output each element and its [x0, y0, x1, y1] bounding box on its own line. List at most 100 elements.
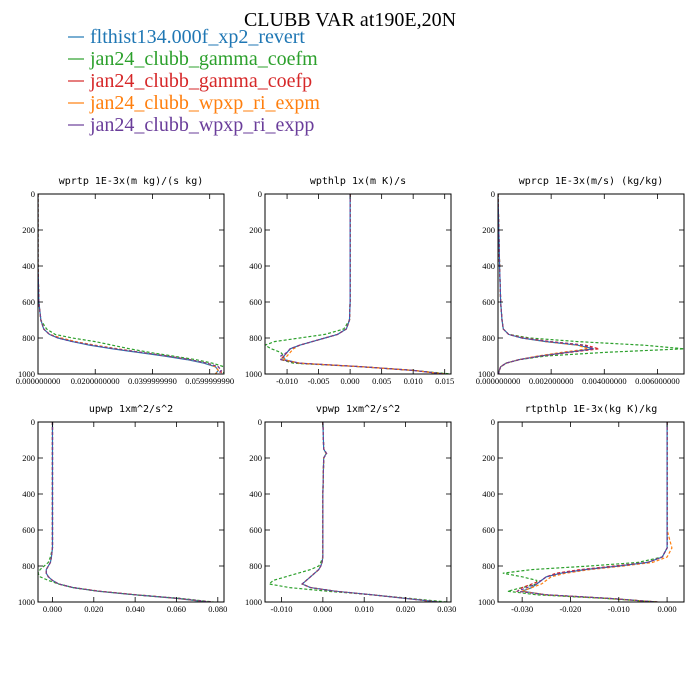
- xtick-label-2-2: 0.004000000: [582, 376, 627, 386]
- xtick-label-4-2: 0.010: [355, 604, 374, 614]
- panels: wprtp 1E-3x(m kg)/(s kg) 0 200 400 600 800 100…: [16, 176, 685, 614]
- xtick-label-0-2: 0.0399999990: [128, 376, 177, 386]
- ytick-label-3-1: 200: [22, 453, 35, 463]
- panel-4: vpwp 1xm^2/s^2 0 200 400 600 800 1000 -0.010 0.0…: [245, 404, 456, 614]
- panel-frame-5: [497, 421, 685, 603]
- ytick-label-5-2: 400: [482, 489, 495, 499]
- ytick-label-5-3: 600: [482, 525, 495, 535]
- panel-title-3: upwp 1xm^2/s^2: [89, 404, 173, 415]
- xtick-label-5-0: -0.030: [511, 604, 533, 614]
- xtick-label-2-1: 0.002000000: [529, 376, 574, 386]
- panel-title-1: wpthlp 1x(m K)/s: [310, 176, 406, 187]
- ytick-label-1-4: 800: [249, 333, 262, 343]
- xtick-label-4-4: 0.030: [437, 604, 456, 614]
- series-line-4-4: [301, 422, 439, 602]
- panel-series-0: [38, 194, 224, 374]
- panel-5: rtpthlp 1E-3x(kg K)/kg 0 200 400 600 800 1000 -…: [478, 404, 685, 614]
- ytick-label-3-0: 0: [31, 417, 35, 427]
- panel-series-5: [502, 422, 673, 602]
- xtick-label-0-3: 0.0599999990: [185, 376, 234, 386]
- ytick-label-4-4: 800: [249, 561, 262, 571]
- legend-entry-2: jan24_clubb_gamma_coefp: [89, 70, 312, 92]
- xtick-label-1-4: 0.010: [404, 376, 423, 386]
- series-line-2-4: [498, 194, 594, 374]
- panel-title-4: vpwp 1xm^2/s^2: [316, 404, 400, 415]
- xtick-label-4-3: 0.020: [396, 604, 415, 614]
- ytick-label-3-4: 800: [22, 561, 35, 571]
- ytick-label-4-1: 200: [249, 453, 262, 463]
- panel-frame-3: [37, 421, 225, 603]
- ytick-label-1-5: 1000: [245, 369, 262, 379]
- ytick-label-2-3: 600: [482, 297, 495, 307]
- panel-0: wprtp 1E-3x(m kg)/(s kg) 0 200 400 600 800 100…: [16, 176, 234, 386]
- ytick-label-5-4: 800: [482, 561, 495, 571]
- panel-frame-2: [497, 193, 685, 375]
- legend: flthist134.000f_xp2_revertjan24_clubb_ga…: [68, 26, 320, 136]
- ytick-label-2-1: 200: [482, 225, 495, 235]
- legend-entry-1: jan24_clubb_gamma_coefm: [89, 48, 318, 70]
- ytick-label-5-5: 1000: [478, 597, 495, 607]
- xtick-label-0-0: 0.000000000: [16, 376, 61, 386]
- xtick-label-2-3: 0.006000000: [635, 376, 680, 386]
- xtick-label-3-1: 0.020: [84, 604, 103, 614]
- ytick-label-0-5: 1000: [18, 369, 35, 379]
- xtick-label-3-0: 0.000: [43, 604, 62, 614]
- legend-entry-3: jan24_clubb_wpxp_ri_expm: [89, 92, 320, 114]
- ytick-label-1-2: 400: [249, 261, 262, 271]
- legend-entry-0: flthist134.000f_xp2_revert: [90, 26, 305, 48]
- series-line-3-4: [45, 422, 212, 602]
- series-line-1-4: [280, 194, 445, 374]
- xtick-label-3-3: 0.060: [167, 604, 186, 614]
- xtick-label-5-2: -0.010: [608, 604, 630, 614]
- panel-title-2: wprcp 1E-3x(m/s) (kg/kg): [519, 176, 664, 187]
- xtick-label-4-1: 0.000: [313, 604, 332, 614]
- ytick-label-0-0: 0: [31, 189, 35, 199]
- series-line-4-1: [267, 422, 447, 602]
- panel-frame-4: [264, 421, 452, 603]
- panel-3: upwp 1xm^2/s^2 0 200 400 600 800 1000 0.000 0.02…: [18, 404, 227, 614]
- ytick-label-2-2: 400: [482, 261, 495, 271]
- panel-series-4: [267, 422, 447, 602]
- xtick-label-3-4: 0.080: [208, 604, 227, 614]
- ytick-label-4-5: 1000: [245, 597, 262, 607]
- panel-series-3: [38, 422, 214, 602]
- ytick-label-0-4: 800: [22, 333, 35, 343]
- ytick-label-5-0: 0: [491, 417, 495, 427]
- ytick-label-4-2: 400: [249, 489, 262, 499]
- ytick-label-0-3: 600: [22, 297, 35, 307]
- ytick-label-2-0: 0: [491, 189, 495, 199]
- xtick-label-4-0: -0.010: [271, 604, 293, 614]
- series-line-0-4: [38, 194, 222, 374]
- ytick-label-3-2: 400: [22, 489, 35, 499]
- xtick-label-0-1: 0.0200000000: [71, 376, 120, 386]
- xtick-label-1-2: 0.000: [341, 376, 360, 386]
- xtick-label-1-1: -0.005: [308, 376, 330, 386]
- panel-title-5: rtpthlp 1E-3x(kg K)/kg: [525, 404, 657, 415]
- ytick-label-4-0: 0: [258, 417, 262, 427]
- xtick-label-1-0: -0.010: [276, 376, 298, 386]
- ytick-label-1-3: 600: [249, 297, 262, 307]
- panel-2: wprcp 1E-3x(m/s) (kg/kg) 0 200 400 600 800 100…: [476, 176, 685, 386]
- panel-title-0: wprtp 1E-3x(m kg)/(s kg): [59, 176, 204, 187]
- figure-title: CLUBB VAR at190E,20N: [244, 9, 456, 31]
- ytick-label-1-0: 0: [258, 189, 262, 199]
- panel-series-2: [498, 194, 684, 374]
- ytick-label-5-1: 200: [482, 453, 495, 463]
- xtick-label-1-3: 0.005: [372, 376, 391, 386]
- panel-frame-1: [264, 193, 452, 375]
- ytick-label-0-1: 200: [22, 225, 35, 235]
- xtick-label-5-1: -0.020: [559, 604, 581, 614]
- ytick-label-2-4: 800: [482, 333, 495, 343]
- ytick-label-2-5: 1000: [478, 369, 495, 379]
- ytick-label-4-3: 600: [249, 525, 262, 535]
- xtick-label-5-3: 0.000: [658, 604, 677, 614]
- xtick-label-1-5: 0.015: [435, 376, 454, 386]
- xtick-label-3-2: 0.040: [126, 604, 145, 614]
- ytick-label-0-2: 400: [22, 261, 35, 271]
- panel-1: wpthlp 1x(m K)/s 0 200 400 600 800 1000 -0.010-…: [245, 176, 454, 386]
- legend-entry-4: jan24_clubb_wpxp_ri_expp: [89, 114, 314, 136]
- xtick-label-2-0: 0.000000000: [476, 376, 521, 386]
- ytick-label-3-3: 600: [22, 525, 35, 535]
- ytick-label-1-1: 200: [249, 225, 262, 235]
